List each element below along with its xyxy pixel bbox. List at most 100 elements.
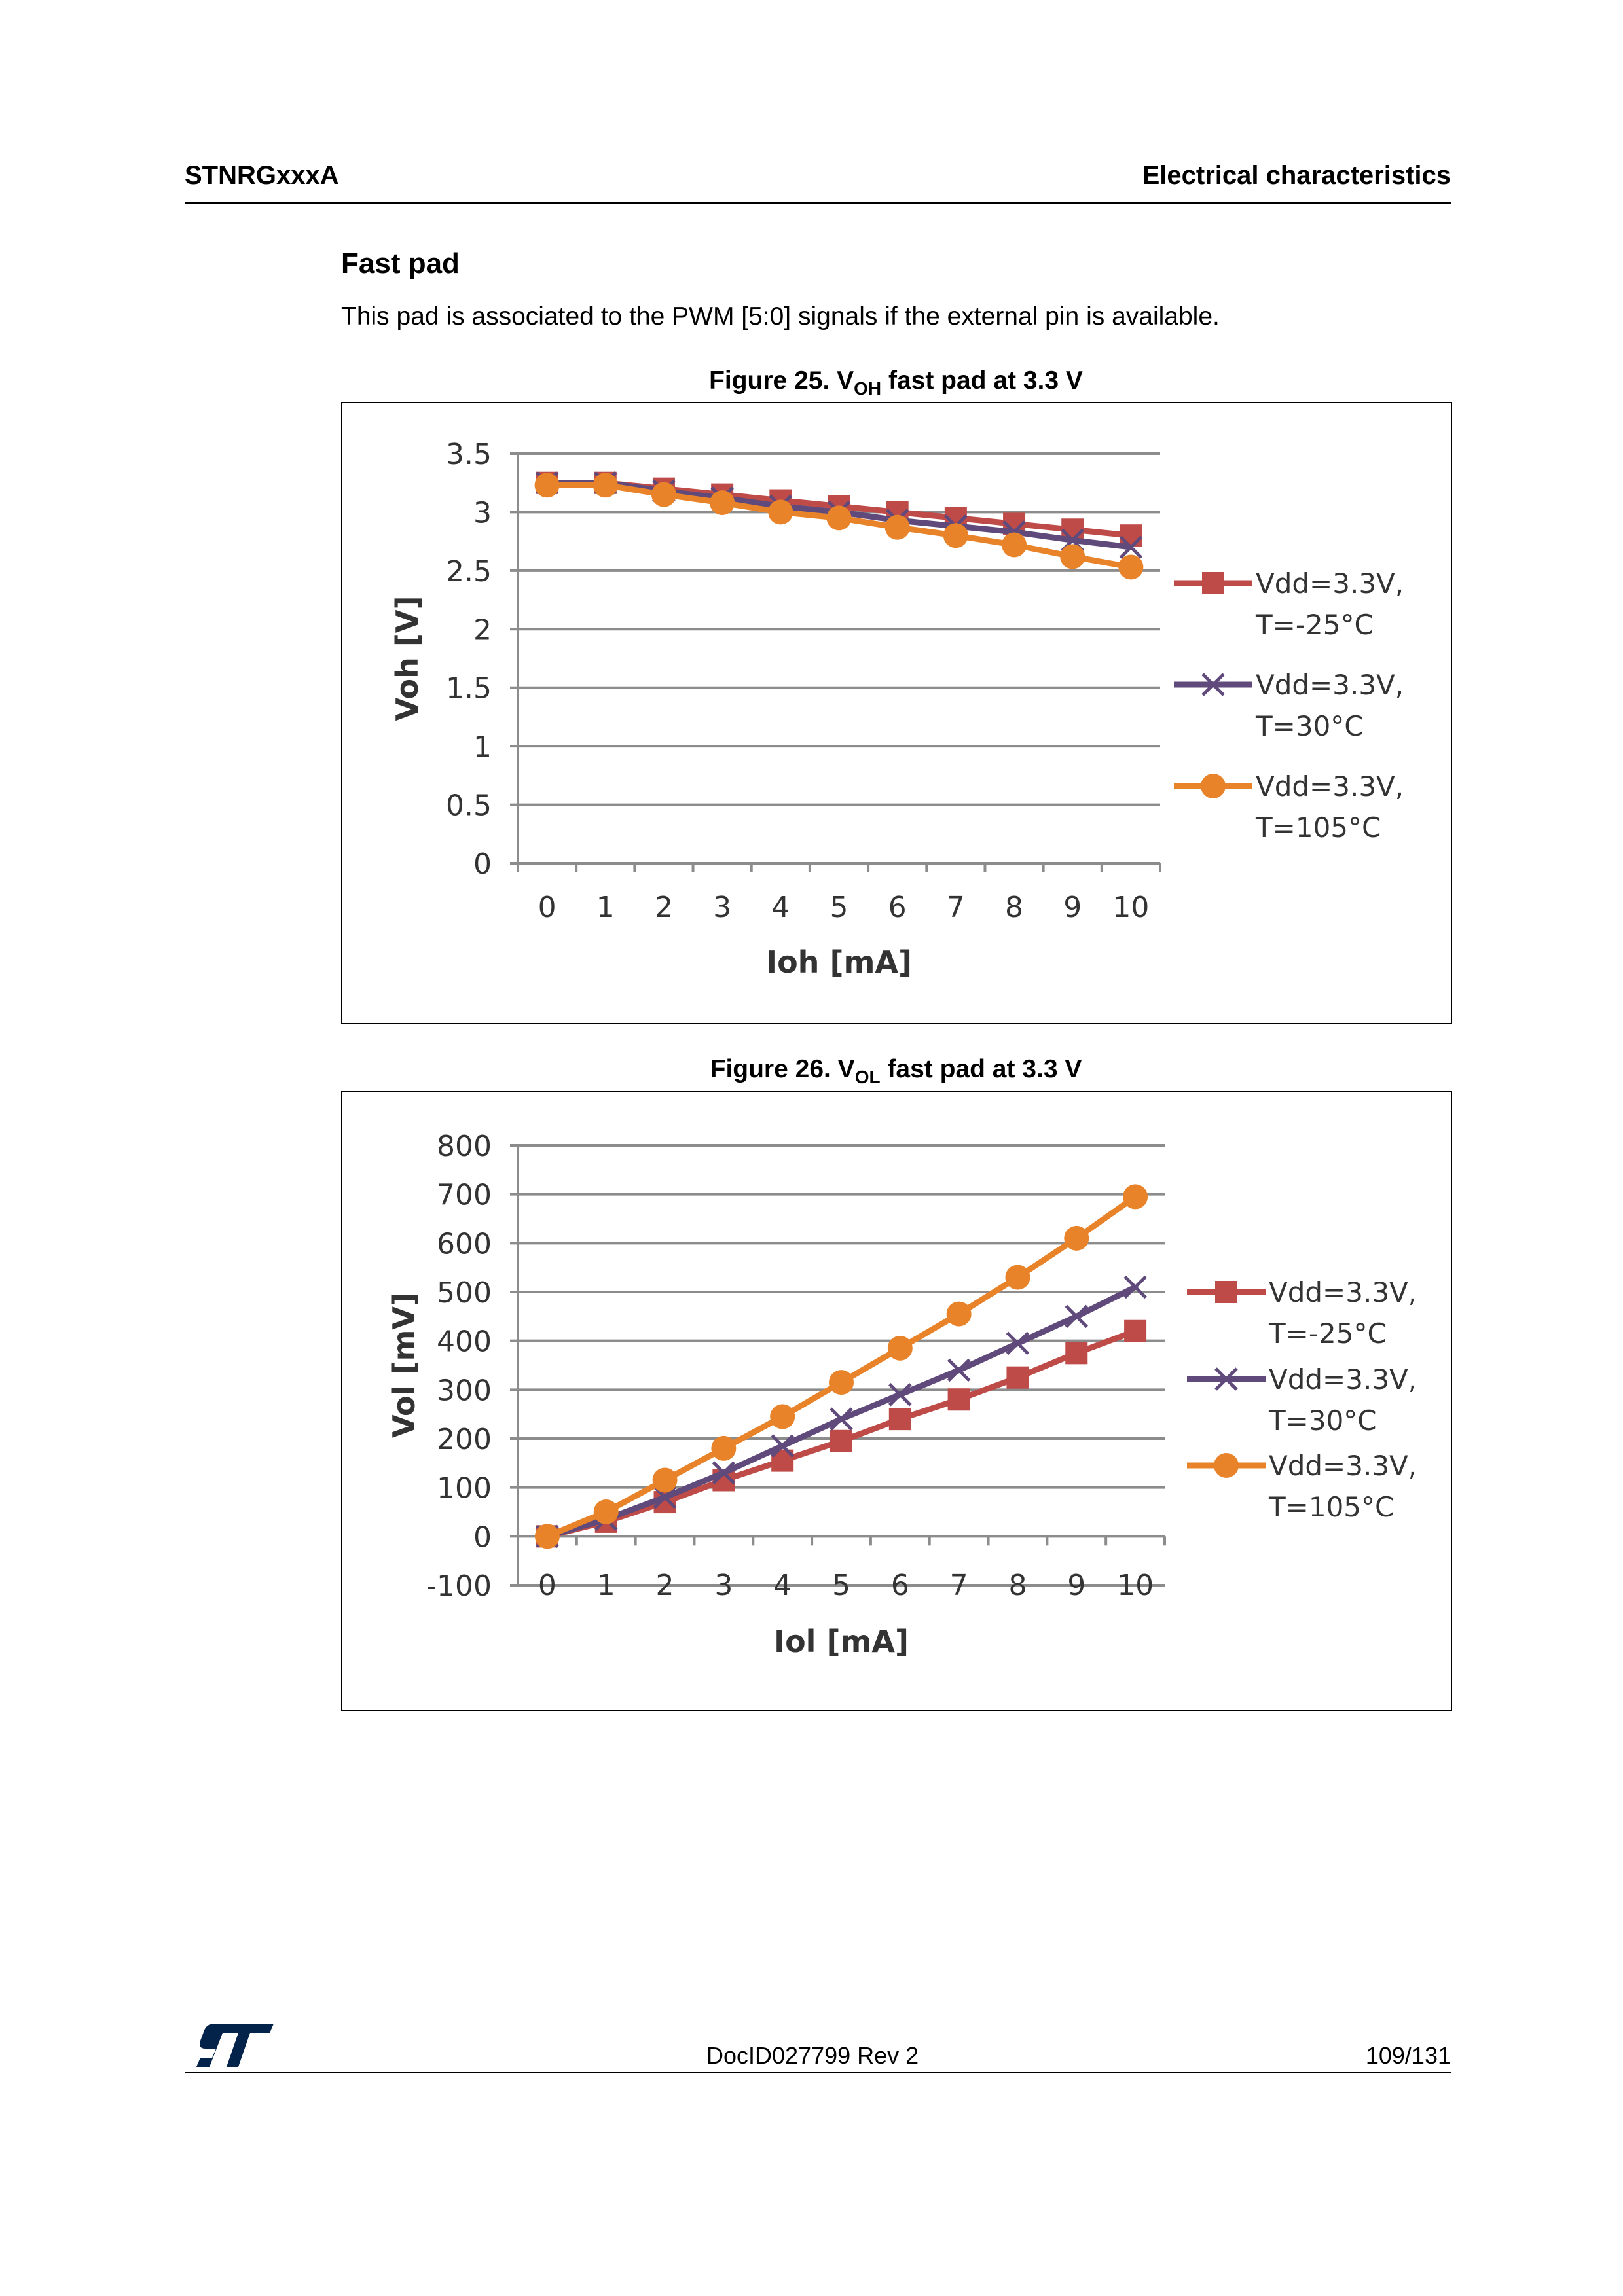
section-text: This pad is associated to the PWM [5:0] … (341, 302, 1220, 331)
data-point-circle (593, 1499, 619, 1524)
data-point-x (1201, 673, 1225, 696)
data-point-square (1202, 572, 1224, 594)
data-point-circle (1002, 532, 1027, 558)
data-point-x (1119, 535, 1143, 559)
y-tick-label: 500 (437, 1276, 492, 1310)
x-tick-label: 4 (773, 1569, 792, 1602)
data-point-circle (651, 482, 676, 507)
data-point-circle (1060, 544, 1085, 569)
legend-label: T=30°C (1268, 1405, 1377, 1437)
figure-25-box: 0 0.5 1 1.5 2 2.5 3 3.5 0 1 2 3 4 5 6 7 8 9 10 Ioh [mA] Voh … (341, 402, 1452, 1024)
data-point-square (1215, 1281, 1237, 1303)
voh-chart: 0 0.5 1 1.5 2 2.5 3 3.5 0 1 2 3 4 5 6 7 8 9 10 Ioh [mA] Voh … (390, 438, 1404, 980)
footer-rule (185, 2072, 1451, 2073)
x-tick-label: 3 (713, 891, 731, 924)
data-point-circle (770, 1404, 795, 1429)
y-axis-title: Vol [mV] (386, 1293, 422, 1438)
st-logo (196, 2024, 274, 2067)
data-point-circle (1123, 1184, 1148, 1210)
data-point-x (1214, 1367, 1238, 1391)
x-tick-label: 0 (538, 1569, 556, 1602)
header-doc-name: STNRGxxxA (185, 161, 339, 190)
footer-page-number: 109/131 (1365, 2042, 1451, 2069)
y-tick-label: 3.5 (446, 438, 492, 471)
data-point-square (830, 1429, 852, 1452)
figure-26-caption: Figure 26. VOL fast pad at 3.3 V (341, 1055, 1451, 1088)
legend-label: T=-25°C (1255, 609, 1374, 641)
x-tick-label: 5 (830, 891, 848, 924)
caption-text: fast pad at 3.3 V (881, 367, 1083, 395)
data-point-x (712, 1461, 736, 1485)
x-tick-label: 7 (947, 891, 965, 924)
caption-text: Figure 26. V (710, 1055, 855, 1083)
section-title: Fast pad (341, 247, 460, 279)
data-point-x (1123, 1275, 1147, 1299)
y-axis-title: Voh [V] (390, 596, 425, 721)
data-point-circle (1064, 1225, 1089, 1251)
legend-label: T=30°C (1255, 710, 1364, 742)
data-point-square (1006, 1366, 1029, 1389)
data-point-x (1006, 1331, 1030, 1355)
legend-label: Vdd=3.3V, (1269, 1276, 1417, 1308)
y-tick-label: 600 (437, 1227, 492, 1261)
data-point-circle (534, 473, 560, 498)
data-point-circle (1118, 554, 1144, 580)
x-tick-label: 1 (596, 891, 615, 924)
data-point-square (888, 1408, 911, 1431)
data-point-circle (652, 1467, 678, 1493)
x-tick-label: 3 (714, 1569, 733, 1602)
x-tick-label: 6 (888, 891, 907, 924)
x-tick-label: 2 (656, 1569, 674, 1602)
data-point-circle (593, 473, 618, 498)
x-tick-label: 2 (655, 891, 673, 924)
y-tick-label: 300 (437, 1374, 492, 1407)
y-tick-label: 400 (437, 1325, 492, 1359)
y-tick-label: 0 (473, 1520, 492, 1554)
y-tick-label: 2.5 (446, 555, 492, 588)
header-rule (185, 202, 1451, 204)
y-tick-label: 3 (473, 496, 492, 529)
caption-text: fast pad at 3.3 V (880, 1055, 1082, 1083)
legend-label: Vdd=3.3V, (1256, 770, 1404, 802)
x-tick-label: 9 (1067, 1569, 1085, 1602)
y-tick-label: 0.5 (446, 789, 492, 823)
data-point-circle (710, 490, 735, 516)
x-tick-label: 1 (597, 1569, 615, 1602)
data-point-circle (884, 514, 910, 540)
x-tick-label: 8 (1005, 891, 1023, 924)
caption-sub: OH (854, 378, 882, 399)
x-tick-label: 10 (1112, 891, 1149, 924)
data-point-square (1065, 1342, 1088, 1365)
data-point-circle (711, 1435, 737, 1461)
figure-25-caption: Figure 25. VOH fast pad at 3.3 V (341, 367, 1451, 399)
figure-26-box: -100 0 100 200 300 400 500 600 700 800 0 1 2 3 4 5 6 7 8 9 1… (341, 1091, 1452, 1711)
x-tick-label: 0 (538, 891, 556, 924)
data-point-x (830, 1407, 853, 1431)
data-point-circle (534, 1524, 560, 1549)
y-tick-label: 200 (437, 1423, 492, 1456)
y-tick-label: 0 (473, 848, 492, 881)
y-tick-label: 100 (437, 1472, 492, 1505)
x-axis-title: Ioh [mA] (766, 944, 912, 980)
header-section: Electrical characteristics (1142, 161, 1451, 190)
data-point-circle (887, 1335, 913, 1361)
y-tick-label: -100 (426, 1570, 492, 1603)
x-tick-label: 9 (1063, 891, 1082, 924)
y-tick-label: 1.5 (446, 672, 492, 706)
vol-chart: -100 0 100 200 300 400 500 600 700 800 0 1 2 3 4 5 6 7 8 9 1… (386, 1130, 1417, 1659)
data-point-square (1124, 1319, 1147, 1342)
y-tick-label: 800 (437, 1130, 492, 1163)
legend-label: Vdd=3.3V, (1256, 669, 1404, 701)
data-point-circle (946, 1301, 972, 1327)
legend-label: Vdd=3.3V, (1269, 1450, 1417, 1482)
x-tick-label: 5 (832, 1569, 850, 1602)
data-point-circle (1201, 774, 1226, 798)
legend-label: Vdd=3.3V, (1269, 1363, 1417, 1395)
x-tick-label: 4 (771, 891, 790, 924)
data-point-x (947, 1358, 971, 1382)
x-axis-title: Iol [mA] (774, 1624, 909, 1659)
legend-label: T=105°C (1268, 1491, 1394, 1523)
legend-label: T=-25°C (1268, 1318, 1387, 1350)
x-tick-label: 10 (1117, 1569, 1154, 1602)
